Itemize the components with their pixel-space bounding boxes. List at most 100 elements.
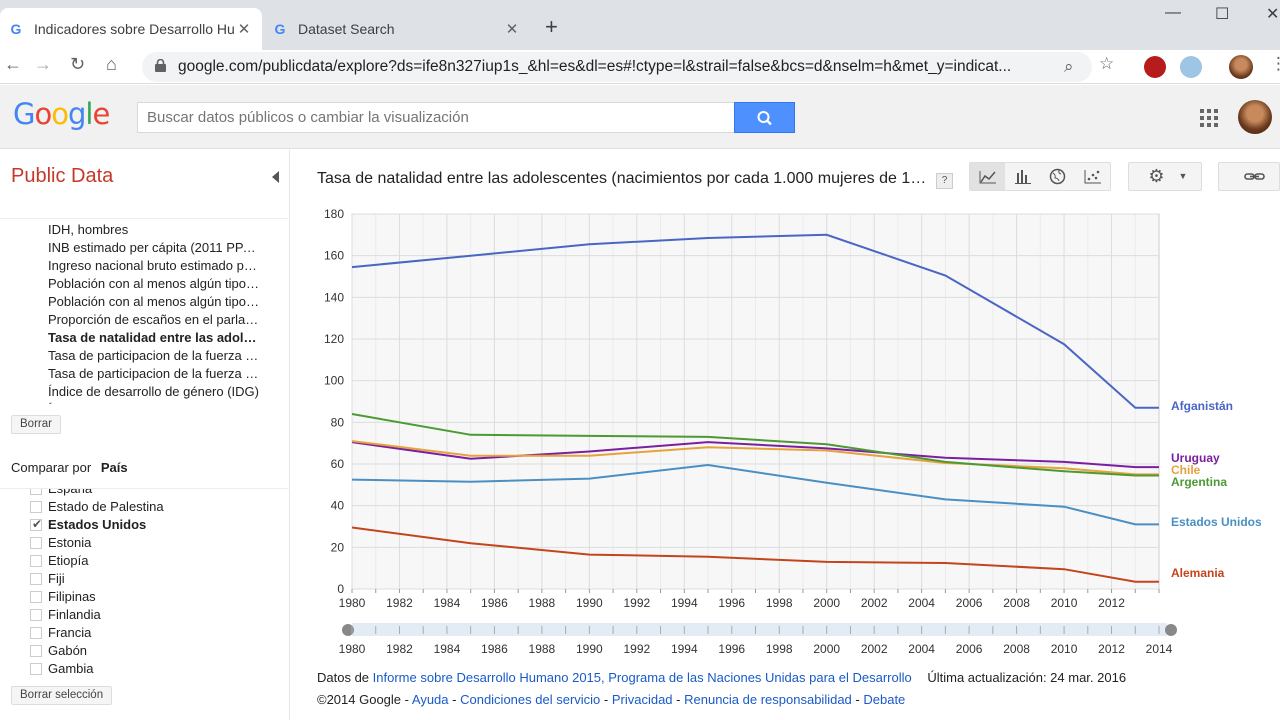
indicator-item[interactable]: Población con al menos algún tipo de edu… — [48, 276, 262, 291]
series-line-alemania[interactable] — [351, 526, 1159, 583]
slider-tick-label: 1982 — [386, 642, 413, 656]
collapse-arrow-icon[interactable] — [272, 171, 279, 183]
line-chart[interactable]: 1980 1982 1984 1986 1988 1990 1992 1994 1996 1998… — [300, 200, 1280, 662]
indicator-item[interactable]: Ingreso nacional bruto estimado per cápi… — [48, 258, 262, 273]
public-data-title[interactable]: Public Data — [11, 165, 114, 187]
country-checkbox[interactable] — [30, 645, 42, 657]
link-discuss[interactable]: Debate — [863, 692, 906, 707]
window-close-icon[interactable]: ✕ — [1266, 6, 1280, 23]
country-item[interactable]: Etiopía — [0, 552, 290, 570]
indicator-item[interactable]: Índice de desarrollo de género (IDG) — [48, 384, 260, 399]
series-line-argentina[interactable] — [351, 413, 1159, 477]
country-item[interactable]: Estado de Palestina — [0, 498, 290, 516]
address-bar[interactable]: google.com/publicdata/explore?ds=ife8n32… — [142, 52, 1092, 82]
forward-arrow-icon[interactable]: → — [34, 54, 52, 74]
extension-ublock-icon[interactable] — [1144, 56, 1166, 78]
country-checkbox[interactable] — [30, 609, 42, 621]
legend-label[interactable]: Chile — [1171, 463, 1201, 477]
slider-left-handle[interactable] — [342, 624, 354, 636]
series-line-afganistán[interactable] — [351, 233, 1159, 409]
country-item[interactable]: Estados Unidos — [0, 515, 290, 534]
google-logo[interactable]: Google — [13, 97, 110, 131]
country-item[interactable]: Gambia — [0, 660, 290, 678]
search-input[interactable] — [137, 102, 735, 133]
country-checkbox[interactable] — [30, 627, 42, 639]
scatter-icon[interactable] — [1075, 163, 1110, 190]
country-list[interactable]: España Estado de Palestina Estados Unidos E… — [0, 488, 290, 678]
home-icon[interactable]: ⌂ — [106, 54, 117, 74]
y-tick-label: 80 — [331, 415, 345, 429]
reload-icon[interactable]: ↻ — [70, 54, 86, 74]
clear-selection-button[interactable]: Borrar selección — [11, 686, 113, 705]
indicator-item[interactable]: Población con al menos algún tipo de edu… — [48, 294, 262, 309]
legend-label[interactable]: Afganistán — [1171, 399, 1233, 413]
close-icon[interactable]: ✕ — [505, 21, 519, 38]
indicator-item[interactable]: Índice de desarrollo humano (IDH) — [0, 401, 262, 404]
slider-right-handle[interactable] — [1165, 624, 1177, 636]
legend-label[interactable]: Estados Unidos — [1171, 515, 1262, 529]
plus-icon[interactable]: + — [545, 14, 558, 39]
link-disclaimer[interactable]: Renuncia de responsabilidad — [684, 692, 852, 707]
country-checkbox[interactable] — [30, 501, 42, 513]
series-line-chile[interactable] — [351, 440, 1159, 476]
extension-globe-icon[interactable] — [1180, 56, 1202, 78]
chevron-down-icon[interactable]: ▼ — [1178, 171, 1188, 181]
country-checkbox[interactable] — [30, 555, 42, 567]
link-icon[interactable] — [1237, 163, 1272, 190]
indicator-item[interactable]: Proporción de escaños en el parlamento — [48, 312, 262, 327]
country-item[interactable]: Francia — [0, 624, 290, 642]
tab-indicadores[interactable]: G Indicadores sobre Desarrollo Hum ✕ — [0, 8, 262, 50]
bar-chart-icon[interactable] — [1005, 163, 1040, 190]
gear-icon[interactable]: ⚙ — [1148, 166, 1165, 186]
star-icon[interactable]: ☆ — [1099, 54, 1115, 73]
link-privacy[interactable]: Privacidad — [611, 692, 673, 707]
avatar[interactable] — [1238, 100, 1272, 134]
url-text[interactable]: google.com/publicdata/explore?ds=ife8n32… — [178, 58, 1012, 75]
country-checkbox[interactable] — [30, 573, 42, 585]
back-arrow-icon[interactable]: ← — [4, 54, 22, 74]
map-icon[interactable] — [1040, 163, 1075, 190]
compare-value[interactable]: País — [100, 460, 128, 475]
indicator-item[interactable]: Tasa de participacion de la fuerza de tr… — [48, 366, 262, 381]
country-item[interactable]: Fiji — [0, 570, 290, 588]
apps-grid-icon[interactable] — [1200, 109, 1218, 127]
country-checkbox[interactable] — [30, 515, 42, 533]
country-label: Gambia — [48, 661, 94, 676]
country-checkbox[interactable] — [30, 489, 42, 495]
country-item[interactable]: España — [0, 489, 290, 498]
legend-label[interactable]: Alemania — [1171, 566, 1225, 580]
country-checkbox[interactable] — [30, 663, 42, 675]
tab-dataset-search[interactable]: G Dataset Search ✕ — [264, 8, 530, 50]
minimize-icon[interactable]: — — [1165, 4, 1181, 21]
link-terms[interactable]: Condiciones del servicio — [460, 692, 601, 707]
menu-icon[interactable]: ⋮ — [1270, 54, 1280, 73]
close-icon[interactable]: ✕ — [237, 21, 251, 38]
country-item[interactable]: Filipinas — [0, 588, 290, 606]
series-line-estados-unidos[interactable] — [351, 463, 1159, 526]
country-item[interactable]: Estonia — [0, 534, 290, 552]
maximize-icon[interactable]: ☐ — [1215, 6, 1230, 23]
country-item[interactable]: Finlandia — [0, 606, 290, 624]
profile-icon[interactable] — [1229, 55, 1253, 79]
link-help[interactable]: Ayuda — [411, 692, 449, 707]
help-button[interactable]: ? — [936, 173, 953, 189]
line-chart-icon[interactable] — [970, 163, 1005, 190]
chart-series[interactable] — [351, 233, 1159, 583]
country-item[interactable]: Gabón — [0, 642, 290, 660]
search-button[interactable] — [734, 102, 795, 133]
indicator-item[interactable]: IDH, hombres — [48, 222, 129, 237]
time-slider[interactable]: 1980 1982 1984 1986 1988 1990 1992 1994 1996 1998… — [339, 623, 1177, 656]
slider-tick-label: 2006 — [956, 642, 983, 656]
indicator-item[interactable]: Tasa de natalidad entre las adolescentes — [48, 330, 262, 345]
country-checkbox[interactable] — [30, 591, 42, 603]
clear-button[interactable]: Borrar — [11, 415, 61, 434]
country-checkbox[interactable] — [30, 537, 42, 549]
legend-label[interactable]: Argentina — [1171, 475, 1227, 489]
legend-label[interactable]: Uruguay — [1171, 451, 1220, 465]
indicator-item[interactable]: Tasa de participacion de la fuerza de tr… — [48, 348, 262, 363]
indicator-item[interactable]: INB estimado per cápita (2011 PPA $) — [48, 240, 262, 255]
zoom-icon[interactable]: ⌕ — [1064, 57, 1074, 76]
source-link[interactable]: Informe sobre Desarrollo Humano 2015, Pr… — [372, 670, 912, 685]
indicator-list[interactable]: IDH, hombres INB estimado per cápita (201… — [0, 218, 290, 404]
